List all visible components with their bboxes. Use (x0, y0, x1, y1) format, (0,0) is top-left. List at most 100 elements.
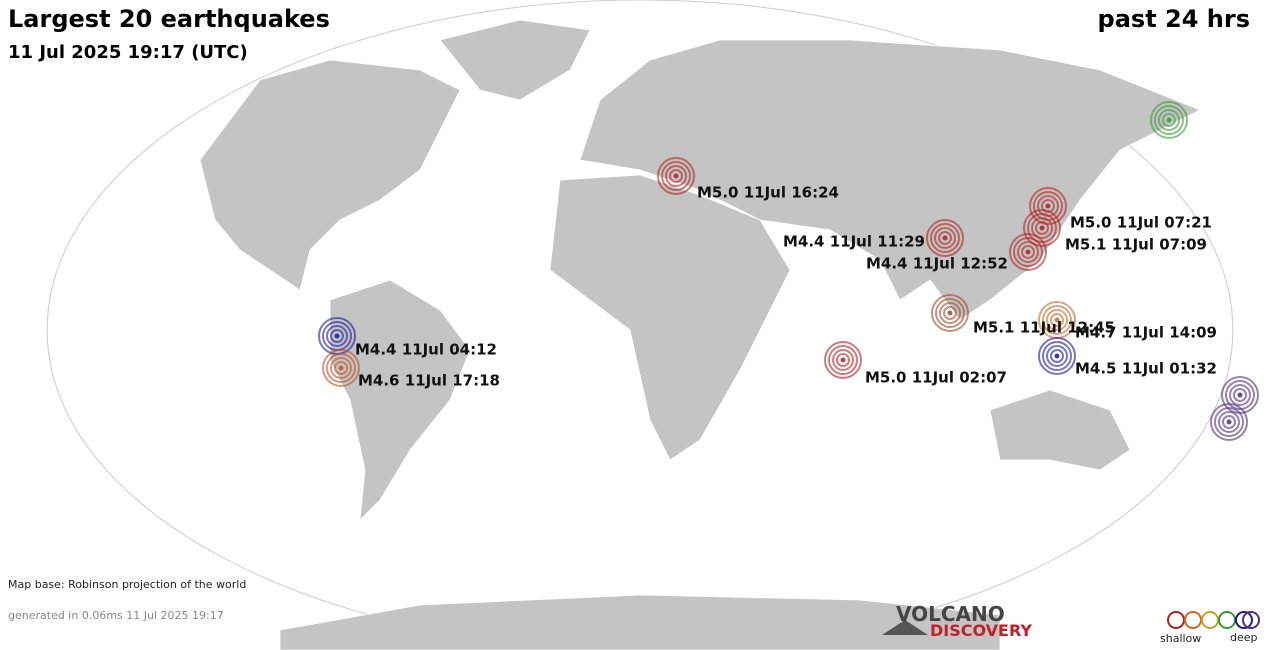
quake-ring (1035, 221, 1049, 235)
quake-marker (926, 219, 964, 257)
australia (989, 389, 1131, 471)
quake-ring (669, 169, 683, 183)
quake-ring (1158, 109, 1180, 131)
quake-ring (1021, 245, 1035, 259)
quake-ring (1150, 101, 1188, 139)
quake-layer: M5.0 11Jul 16:24 M5.0 11Jul 07:21 M4.4 11J… (318, 101, 1259, 441)
quake-ring (943, 306, 957, 320)
quake-center (1054, 317, 1060, 323)
quake-label: M5.0 11Jul 16:24 (697, 184, 839, 202)
quake-marker (1038, 337, 1076, 375)
south-america (329, 279, 471, 522)
quake-ring (926, 219, 964, 257)
quake-center (840, 357, 846, 363)
quake-marker (657, 157, 695, 195)
quake-ring (1029, 187, 1067, 225)
depth-legend: shallow deep (1160, 611, 1260, 645)
legend-dot (1184, 611, 1202, 629)
quake-ring (1229, 384, 1251, 406)
quake-marker (1210, 403, 1248, 441)
quake-ring (930, 223, 960, 253)
quake-center (1045, 203, 1051, 209)
quake-label: M5.0 11Jul 02:07 (865, 369, 1007, 387)
quake-ring (1031, 217, 1053, 239)
quake-ring (1218, 411, 1240, 433)
quake-ring (836, 353, 850, 367)
quake-ring (1233, 388, 1247, 402)
quake-ring (334, 361, 348, 375)
legend-dot (1218, 611, 1236, 629)
quake-ring (330, 329, 344, 343)
quake-marker (1009, 233, 1047, 271)
legend-dot (1201, 611, 1219, 629)
legend-dot (1167, 611, 1185, 629)
map-base: Map base: Robinson projection of the wor… (8, 578, 246, 591)
legend-dot (1242, 611, 1260, 629)
greenland (439, 19, 591, 101)
quake-center (338, 365, 344, 371)
quake-label: M4.7 11Jul 14:09 (1075, 324, 1217, 342)
logo-line1: VOLCANO (896, 602, 1005, 626)
quake-ring (1050, 349, 1064, 363)
quake-ring (1162, 113, 1176, 127)
quake-ring (665, 165, 687, 187)
quake-ring (828, 345, 858, 375)
quake-center (673, 173, 679, 179)
quake-ring (935, 298, 965, 328)
quake-ring (938, 231, 952, 245)
quake-label: M4.6 11Jul 17:18 (358, 372, 500, 390)
antarctica (279, 594, 1001, 650)
quake-ring (1009, 233, 1047, 271)
generated: generated in 0.06ms 11 Jul 2025 19:17 (8, 609, 224, 622)
quake-ring (824, 341, 862, 379)
quake-ring (1222, 415, 1236, 429)
legend-shallow: shallow (1160, 632, 1201, 645)
quake-ring (1210, 403, 1248, 441)
logo-icon (882, 620, 928, 635)
quake-ring (330, 357, 352, 379)
quake-label: M4.5 11Jul 01:32 (1075, 360, 1217, 378)
title: Largest 20 earthquakes (8, 5, 330, 33)
quake-ring (1038, 337, 1076, 375)
quake-ring (322, 349, 360, 387)
quake-label: M5.1 11Jul 12:45 (973, 319, 1115, 337)
quake-label: M5.1 11Jul 07:09 (1065, 236, 1207, 254)
legend-dot (1235, 611, 1253, 629)
africa (549, 174, 791, 461)
quake-ring (1046, 345, 1068, 367)
quake-center (1039, 225, 1045, 231)
subtitle: 11 Jul 2025 19:17 (UTC) (8, 42, 248, 63)
quake-ring (661, 161, 691, 191)
quake-label: M4.4 11Jul 12:52 (866, 255, 1008, 273)
quake-ring (1013, 237, 1043, 267)
quake-marker (322, 349, 360, 387)
quake-center (334, 333, 340, 339)
quake-ring (934, 227, 956, 249)
quake-ring (939, 302, 961, 324)
quake-center (1166, 117, 1172, 123)
quake-label: M5.0 11Jul 07:21 (1070, 214, 1212, 232)
quake-ring (1023, 209, 1061, 247)
quake-ring (1050, 313, 1064, 327)
quake-marker (824, 341, 862, 379)
quake-marker (931, 294, 969, 332)
quake-ring (326, 325, 348, 347)
quake-label: M4.4 11Jul 11:29 (783, 233, 925, 251)
quake-ring (832, 349, 854, 371)
logo-line2: DISCOVERY (930, 621, 1032, 640)
quake-center (942, 235, 948, 241)
quake-ring (326, 353, 356, 383)
legend-deep: deep (1230, 631, 1258, 644)
north-america (199, 59, 461, 291)
quake-ring (657, 157, 695, 195)
quake-ring (1017, 241, 1039, 263)
quake-label: M4.4 11Jul 04:12 (355, 341, 497, 359)
quake-center (1054, 353, 1060, 359)
quake-ring (1042, 341, 1072, 371)
quake-ring (1042, 305, 1072, 335)
quake-marker (1150, 101, 1188, 139)
quake-center (1237, 392, 1243, 398)
quake-center (1226, 419, 1232, 425)
period: past 24 hrs (1098, 5, 1250, 33)
